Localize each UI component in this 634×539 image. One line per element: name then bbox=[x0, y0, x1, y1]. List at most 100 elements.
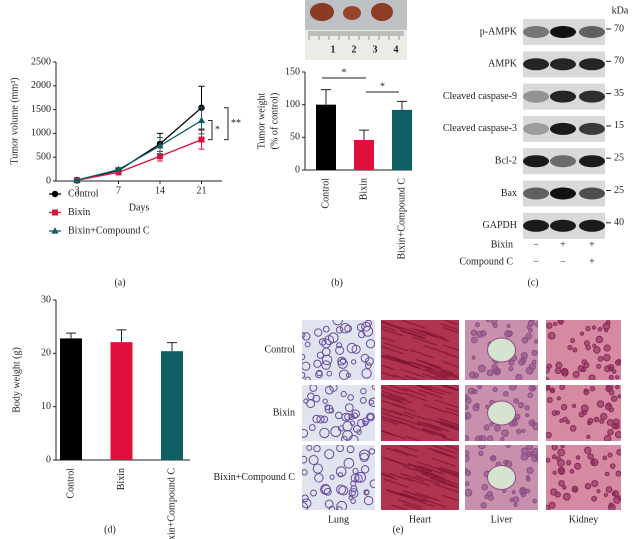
tissue-cell bbox=[302, 494, 309, 503]
tissue-cell bbox=[350, 485, 358, 493]
blot-band bbox=[579, 122, 605, 135]
tissue-cell bbox=[316, 369, 323, 377]
tissue-cell bbox=[472, 404, 480, 412]
tissue-cell bbox=[367, 413, 374, 421]
tissue-cell bbox=[467, 387, 475, 395]
tissue-cell bbox=[526, 466, 534, 475]
treatment-sign: − bbox=[533, 256, 539, 267]
tissue-cell bbox=[320, 415, 329, 424]
tissue-cell bbox=[302, 332, 306, 338]
tissue-cell bbox=[322, 398, 328, 404]
tissue-cell bbox=[465, 455, 470, 462]
tissue-fiber bbox=[387, 394, 413, 404]
y-tick-label: 10 bbox=[41, 401, 51, 412]
tissue-cell bbox=[302, 469, 308, 476]
tissue-fiber bbox=[393, 374, 411, 380]
tissue-cell bbox=[336, 445, 345, 453]
tissue-cell bbox=[489, 421, 494, 427]
tissue-cell bbox=[471, 355, 476, 360]
tissue-fiber bbox=[445, 406, 459, 413]
tissue-cell bbox=[306, 445, 313, 451]
tissue-cell bbox=[603, 344, 611, 352]
tissue-fiber bbox=[445, 479, 459, 486]
tissue-cell bbox=[562, 492, 571, 501]
tissue-cell bbox=[546, 322, 553, 329]
treatment-sign: − bbox=[560, 256, 566, 267]
x-tick-label: 3 bbox=[75, 185, 80, 196]
tissue-cell bbox=[575, 455, 581, 460]
marker bbox=[52, 209, 58, 216]
tissue-cell bbox=[603, 434, 612, 441]
blot-band bbox=[579, 90, 605, 103]
tissue-cell bbox=[324, 449, 335, 460]
tissue-cell bbox=[608, 366, 614, 372]
y-tick-label: 2000 bbox=[31, 80, 51, 91]
treatment-label: Compound C bbox=[459, 256, 513, 267]
histology-image bbox=[546, 320, 621, 380]
tissue-cell bbox=[352, 468, 359, 475]
tissue-cell bbox=[358, 330, 366, 339]
tissue-cell bbox=[337, 356, 347, 366]
tissue-cell bbox=[477, 364, 486, 373]
tissue-cell bbox=[608, 389, 615, 396]
tissue-cell bbox=[478, 450, 484, 456]
tissue-cell bbox=[470, 336, 478, 344]
treatment-sign: + bbox=[560, 239, 566, 250]
tissue-fiber bbox=[443, 361, 459, 368]
blot-kda: 15 bbox=[614, 120, 624, 131]
blot-kda: 35 bbox=[614, 88, 624, 99]
tissue-cell bbox=[546, 505, 551, 510]
blot-band bbox=[579, 58, 605, 71]
tissue-cell bbox=[554, 367, 562, 375]
tissue-cell bbox=[599, 418, 605, 424]
tissue-fiber bbox=[408, 360, 433, 371]
tissue-fiber bbox=[427, 385, 452, 395]
tissue-cell bbox=[329, 474, 335, 480]
tumor bbox=[343, 6, 361, 20]
tissue-cell bbox=[572, 370, 580, 379]
tissue-fiber bbox=[397, 445, 418, 452]
tissue-fiber bbox=[418, 465, 444, 475]
panel-label: (a) bbox=[114, 277, 125, 288]
tissue-cell bbox=[362, 420, 369, 427]
tissue-cell bbox=[508, 366, 514, 372]
tissue-cell bbox=[617, 495, 621, 501]
tissue-cell bbox=[605, 486, 613, 493]
tissue-fiber bbox=[381, 415, 403, 425]
tissue-cell bbox=[344, 412, 352, 421]
tissue-cell bbox=[361, 368, 372, 379]
tissue-cell bbox=[360, 388, 367, 395]
panel-label: (d) bbox=[104, 524, 116, 535]
tissue-cell bbox=[327, 332, 339, 344]
error-bar bbox=[116, 329, 127, 343]
tissue-cell bbox=[596, 488, 601, 494]
tissue-cell bbox=[606, 402, 612, 408]
tissue-fiber bbox=[381, 364, 396, 371]
tissue-fiber bbox=[403, 411, 429, 421]
tissue-fiber bbox=[421, 473, 447, 483]
tissue-cell bbox=[518, 358, 526, 366]
tissue-fiber bbox=[385, 446, 410, 457]
significance-bracket bbox=[208, 120, 213, 141]
tissue-cell bbox=[316, 351, 324, 359]
tissue-fiber bbox=[434, 399, 459, 409]
tissue-cell bbox=[319, 427, 330, 439]
tissue-cell bbox=[597, 327, 603, 332]
tissue-fiber bbox=[421, 427, 447, 437]
tissue-fiber bbox=[416, 420, 442, 431]
marker bbox=[114, 165, 123, 173]
x-tick-label: Bixin+Compound C bbox=[166, 468, 177, 539]
tissue-fiber bbox=[386, 385, 408, 392]
error-bar bbox=[66, 332, 76, 339]
y-tick-label: 0 bbox=[46, 175, 51, 186]
histology-image bbox=[546, 385, 621, 441]
tissue-cell bbox=[614, 431, 621, 439]
tissue-fiber bbox=[432, 449, 458, 460]
tissue-cell bbox=[304, 341, 311, 348]
tissue-fiber bbox=[400, 472, 425, 483]
tissue-cell bbox=[527, 392, 534, 399]
tissue-cell bbox=[602, 455, 608, 461]
significance-label: ** bbox=[231, 118, 241, 129]
y-tick-label: 50 bbox=[290, 132, 300, 143]
